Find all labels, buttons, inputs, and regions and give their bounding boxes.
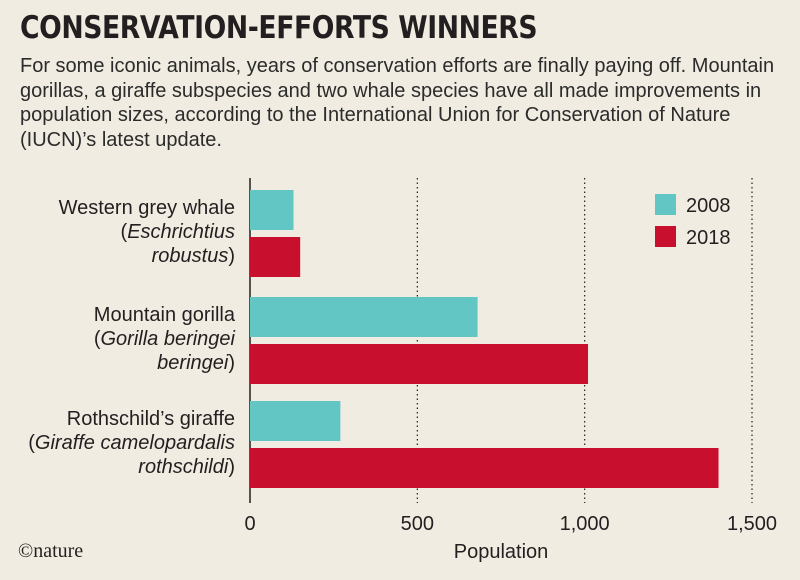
legend-label-2008: 2008 — [686, 195, 731, 217]
x-tick-label: 1,500 — [727, 513, 777, 535]
legend-label-2018: 2018 — [686, 227, 731, 249]
category-scientific-name: (Giraffe camelopardalis — [28, 432, 235, 454]
category-label: Western grey whale — [59, 197, 235, 219]
category-scientific-name: rothschildi) — [138, 456, 235, 478]
bar-2018-2 — [250, 344, 589, 384]
bar-2008-2 — [250, 297, 478, 337]
legend: 2008 2018 — [655, 194, 731, 249]
category-scientific-name: robustus) — [152, 245, 235, 267]
x-axis: 0 500 1,000 1,500 Population — [244, 513, 777, 563]
category-labels: Western grey whale(Eschrichtiusrobustus)… — [28, 197, 236, 478]
category-scientific-name: (Gorilla beringei — [94, 328, 236, 350]
bars — [250, 190, 719, 488]
legend-swatch-2008 — [655, 194, 676, 215]
chart-title: CONSERVATION-EFFORTS WINNERS — [20, 10, 538, 46]
chart-subtitle: For some iconic animals, years of conser… — [20, 55, 775, 151]
category-scientific-name: beringei) — [157, 352, 235, 374]
x-tick-label: 1,000 — [560, 513, 610, 535]
category-label: Mountain gorilla — [94, 304, 236, 326]
category-scientific-name: (Eschrichtius — [121, 221, 235, 243]
bar-2008-1 — [250, 190, 294, 230]
x-tick-label: 500 — [401, 513, 434, 535]
bar-2008-3 — [250, 401, 341, 441]
category-label: Rothschild’s giraffe — [67, 408, 235, 430]
bar-2018-1 — [250, 237, 301, 277]
nature-credit: ©nature — [18, 540, 84, 562]
legend-swatch-2018 — [655, 226, 676, 247]
bar-2018-3 — [250, 448, 719, 488]
x-axis-title: Population — [454, 541, 549, 563]
x-tick-label: 0 — [244, 513, 255, 535]
